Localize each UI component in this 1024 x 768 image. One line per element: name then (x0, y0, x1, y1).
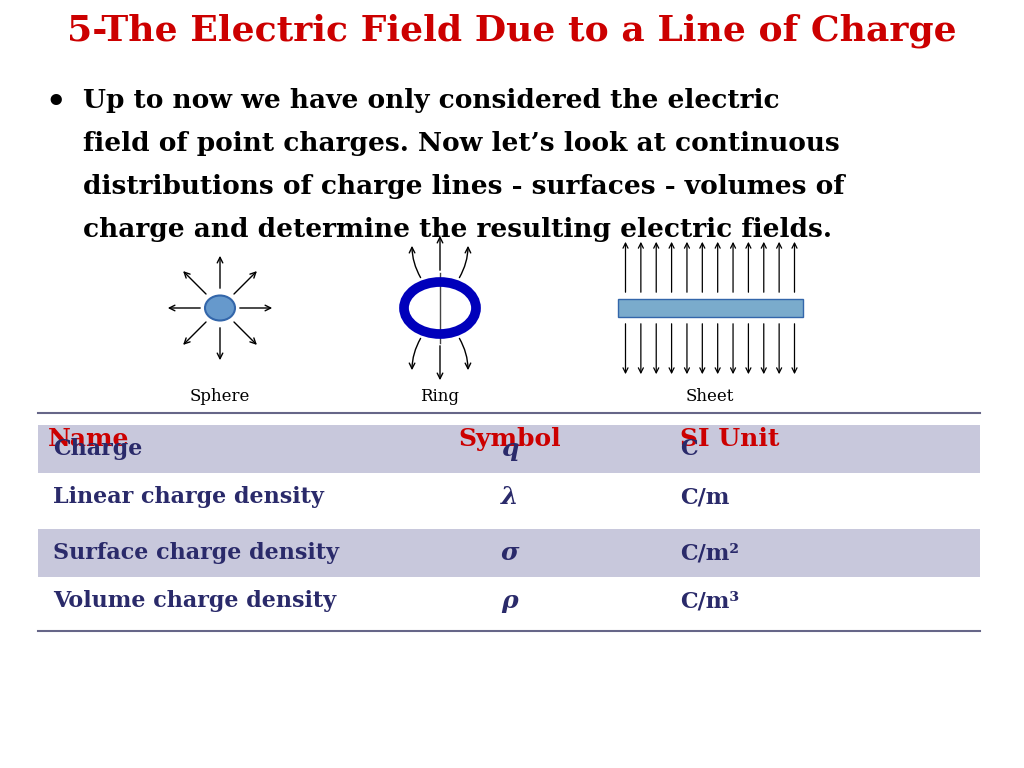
Text: field of point charges. Now let’s look at continuous: field of point charges. Now let’s look a… (83, 131, 840, 156)
Text: λ: λ (502, 485, 519, 509)
Text: Ring: Ring (421, 388, 460, 405)
Text: charge and determine the resulting electric fields.: charge and determine the resulting elect… (83, 217, 831, 242)
Text: Symbol: Symbol (459, 427, 561, 451)
Text: Surface charge density: Surface charge density (53, 542, 339, 564)
Text: q: q (502, 437, 519, 461)
Text: distributions of charge lines - surfaces - volumes of: distributions of charge lines - surfaces… (83, 174, 845, 199)
Text: C/m: C/m (680, 486, 729, 508)
Text: Name: Name (48, 427, 129, 451)
Text: Sheet: Sheet (686, 388, 734, 405)
Text: ρ: ρ (502, 589, 518, 613)
Text: C/m²: C/m² (680, 542, 739, 564)
Ellipse shape (205, 296, 234, 320)
Bar (38, 529, 980, 577)
Text: C: C (680, 438, 697, 460)
Text: •: • (45, 88, 66, 119)
Text: 5-The Electric Field Due to a Line of Charge: 5-The Electric Field Due to a Line of Ch… (68, 13, 956, 48)
Text: Volume charge density: Volume charge density (53, 590, 336, 612)
Text: Up to now we have only considered the electric: Up to now we have only considered the el… (83, 88, 779, 113)
Text: σ: σ (501, 541, 519, 565)
Text: Linear charge density: Linear charge density (53, 486, 324, 508)
Bar (617, 299, 803, 317)
Text: SI Unit: SI Unit (680, 427, 779, 451)
Bar (38, 425, 980, 473)
Text: Charge: Charge (53, 438, 142, 460)
Text: C/m³: C/m³ (680, 590, 739, 612)
Text: Sphere: Sphere (189, 388, 250, 405)
